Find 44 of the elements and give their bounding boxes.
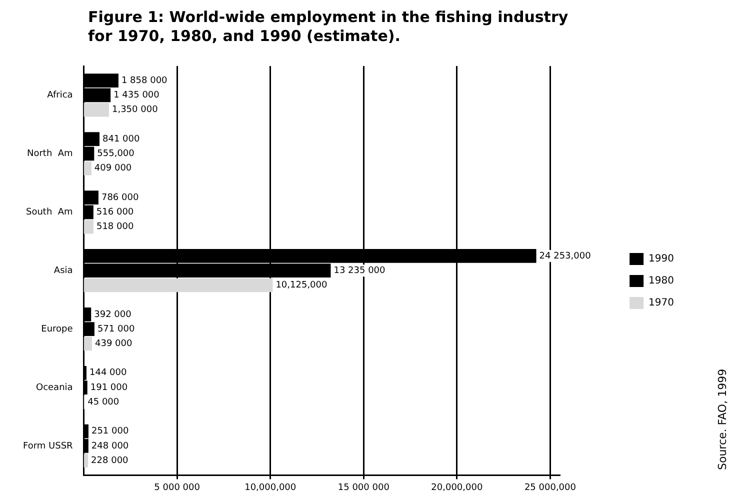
data-label: 439 000: [94, 339, 132, 350]
bar: [84, 336, 92, 351]
bar: [84, 161, 92, 176]
data-label: 1 858 000: [121, 76, 168, 86]
data-label: 392 000: [94, 310, 132, 320]
data-label: 841 000: [102, 134, 140, 144]
data-label: 251 000: [91, 426, 129, 437]
x-tick-label: 5 000 000: [154, 482, 200, 493]
y-tick-label: South Am: [26, 207, 73, 218]
data-label: 1 435 000: [114, 90, 160, 101]
y-tick-label: Form USSR: [22, 441, 73, 452]
bar: [84, 278, 273, 292]
data-label: 144 000: [89, 368, 127, 378]
bar: [84, 454, 88, 468]
data-label: 516 000: [96, 207, 134, 218]
data-label: 45 000: [88, 397, 120, 408]
data-label: 1,350 000: [112, 105, 158, 116]
y-tick-label: Africa: [47, 90, 73, 101]
y-tick-label: Oceania: [36, 382, 73, 393]
data-label: 10,125,000: [276, 280, 328, 291]
data-label: 571 000: [97, 324, 135, 334]
data-label: 228 000: [91, 456, 129, 466]
y-tick-label: Asia: [54, 266, 73, 276]
data-label: 786 000: [101, 192, 139, 203]
x-tick-label: 20,000,000: [431, 482, 483, 493]
y-tick-label: Europe: [41, 324, 74, 334]
data-label: 13 235 000: [334, 266, 386, 276]
y-tick-label: North Am: [26, 149, 73, 160]
data-label: 191 000: [90, 382, 128, 393]
x-tick-label: 15 000 000: [338, 482, 390, 493]
data-label: 24 253,000: [539, 251, 592, 262]
data-label: 518 000: [96, 222, 134, 232]
chart-title: Figure 1: World-wide employment in the fishing industry for 1970, 1980, and 1990 (estimate).: [88, 8, 568, 46]
x-tick-label: 10,000,000: [244, 482, 296, 493]
data-label: 409 000: [94, 164, 132, 174]
legend-label: 1970: [648, 298, 674, 309]
x-tick-label: 25 000,000: [524, 482, 576, 493]
legend-label: 1980: [648, 276, 674, 287]
bar: [84, 220, 94, 234]
data-label: 555,000: [97, 149, 135, 160]
legend-label: 1990: [648, 254, 674, 265]
source-note: Source. FAO, 1999: [716, 368, 729, 470]
data-label: 248 000: [91, 441, 129, 452]
bar: [84, 102, 109, 117]
